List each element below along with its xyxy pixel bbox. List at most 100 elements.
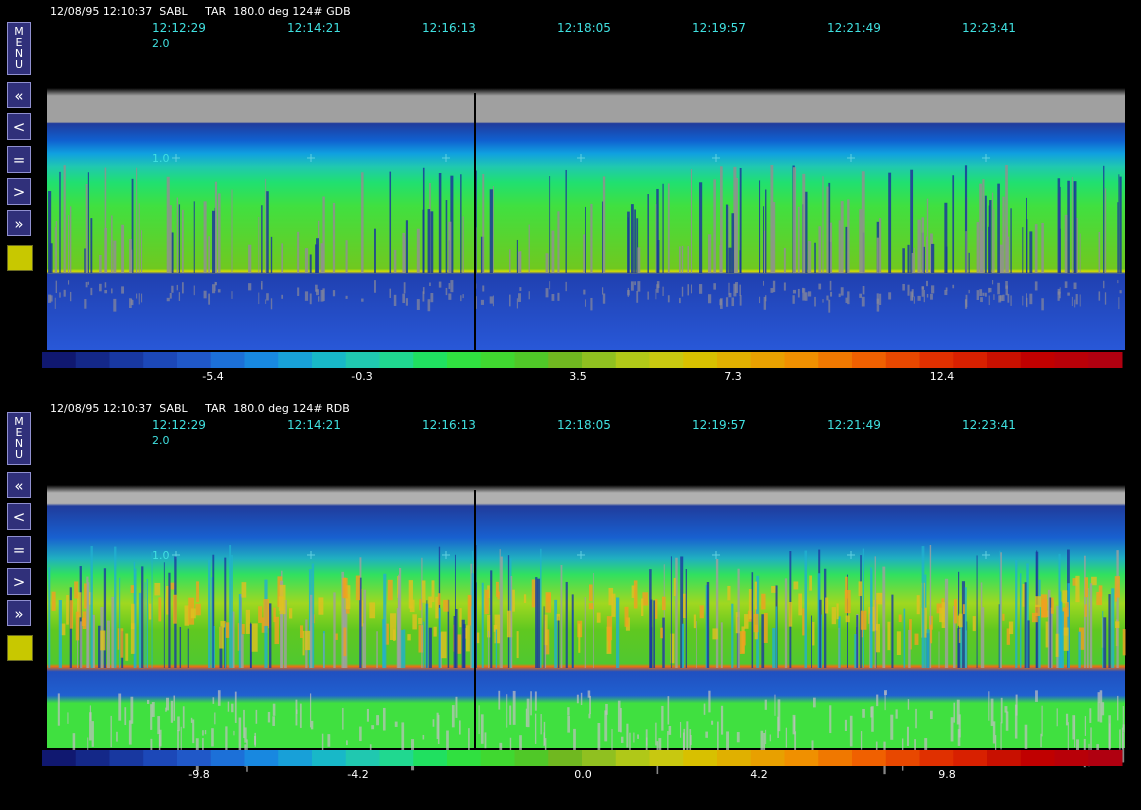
noise xyxy=(211,728,214,747)
spike xyxy=(103,568,107,668)
noise xyxy=(739,631,745,655)
nav-button[interactable]: = xyxy=(7,536,31,563)
noise xyxy=(241,623,245,634)
noise xyxy=(342,577,348,599)
noise xyxy=(748,589,752,620)
nav-button[interactable]: = xyxy=(7,146,31,173)
nav-button[interactable]: » xyxy=(7,210,31,236)
nav-button[interactable]: > xyxy=(7,568,31,595)
noise xyxy=(84,583,87,609)
noise xyxy=(870,706,873,718)
noise xyxy=(739,284,741,296)
noise xyxy=(771,586,777,593)
colorbar-swatch xyxy=(447,352,482,368)
spike xyxy=(1059,186,1061,273)
colorbar-swatch xyxy=(1054,750,1089,766)
spike xyxy=(823,568,827,668)
nav-button[interactable]: « xyxy=(7,472,31,498)
noise xyxy=(633,580,638,609)
spike xyxy=(903,608,906,668)
spike xyxy=(1079,233,1081,273)
noise xyxy=(862,708,865,718)
nav-button[interactable]: » xyxy=(7,600,31,626)
spike xyxy=(630,204,634,273)
noise xyxy=(682,732,685,751)
spike xyxy=(499,549,501,668)
noise xyxy=(910,291,914,301)
nav-button[interactable]: < xyxy=(7,113,31,140)
noise xyxy=(720,298,723,309)
colorbar-swatch xyxy=(548,352,583,368)
spike xyxy=(759,180,761,273)
color-button[interactable] xyxy=(7,635,33,661)
time-label: 12:14:21 xyxy=(287,21,341,35)
noise xyxy=(150,738,153,752)
noise xyxy=(633,732,635,743)
noise xyxy=(214,282,217,286)
spike xyxy=(1041,222,1044,273)
spike xyxy=(545,253,549,273)
nav-button[interactable]: « xyxy=(7,82,31,108)
noise xyxy=(1058,291,1061,299)
noise xyxy=(956,699,960,725)
spike xyxy=(560,565,563,668)
noise xyxy=(728,292,732,298)
noise xyxy=(890,714,894,740)
noise xyxy=(165,707,167,712)
noise xyxy=(1097,692,1100,704)
spike xyxy=(828,182,831,273)
noise xyxy=(1008,621,1014,635)
color-button[interactable] xyxy=(7,245,33,271)
noise xyxy=(519,735,522,757)
noise xyxy=(332,290,336,297)
colorbar-swatch xyxy=(379,750,414,766)
colorbar-swatch xyxy=(143,750,178,766)
noise xyxy=(165,697,169,711)
spike xyxy=(1050,607,1053,668)
colorbar-swatch xyxy=(278,352,313,368)
spike xyxy=(679,246,681,273)
noise xyxy=(668,725,672,735)
noise xyxy=(1022,295,1024,306)
noise xyxy=(1090,727,1092,762)
colorbar-swatch xyxy=(480,352,515,368)
spike xyxy=(423,621,425,668)
noise xyxy=(407,634,411,641)
noise xyxy=(902,283,905,291)
noise xyxy=(545,592,551,613)
crosshair xyxy=(982,154,990,162)
spike xyxy=(998,604,1000,668)
crosshair xyxy=(577,154,585,162)
noise xyxy=(794,716,796,732)
noise xyxy=(316,289,319,296)
spike xyxy=(670,556,672,668)
spike xyxy=(179,626,182,668)
noise xyxy=(458,720,461,735)
spike xyxy=(383,573,387,668)
colorbar-swatch xyxy=(818,352,853,368)
colorbar-label: -4.2 xyxy=(347,768,369,781)
noise xyxy=(289,608,293,619)
crosshair xyxy=(172,154,180,162)
noise xyxy=(630,281,634,291)
colorbar-swatch xyxy=(615,352,650,368)
spike xyxy=(240,594,242,668)
spike xyxy=(926,236,928,273)
colorbar-swatch xyxy=(852,352,887,368)
spike xyxy=(482,173,485,273)
noise xyxy=(305,630,311,651)
nav-button[interactable]: < xyxy=(7,503,31,530)
noise xyxy=(711,720,714,725)
spike xyxy=(361,172,364,273)
nav-button[interactable]: MENU xyxy=(7,22,31,75)
spike xyxy=(802,173,806,273)
nav-button[interactable]: MENU xyxy=(7,412,31,465)
noise xyxy=(1084,577,1088,598)
spike xyxy=(763,230,767,273)
noise xyxy=(783,282,786,291)
nav-button[interactable]: > xyxy=(7,178,31,205)
noise xyxy=(763,296,767,310)
noise xyxy=(847,291,850,305)
noise xyxy=(1084,716,1086,736)
noise xyxy=(1122,706,1124,730)
